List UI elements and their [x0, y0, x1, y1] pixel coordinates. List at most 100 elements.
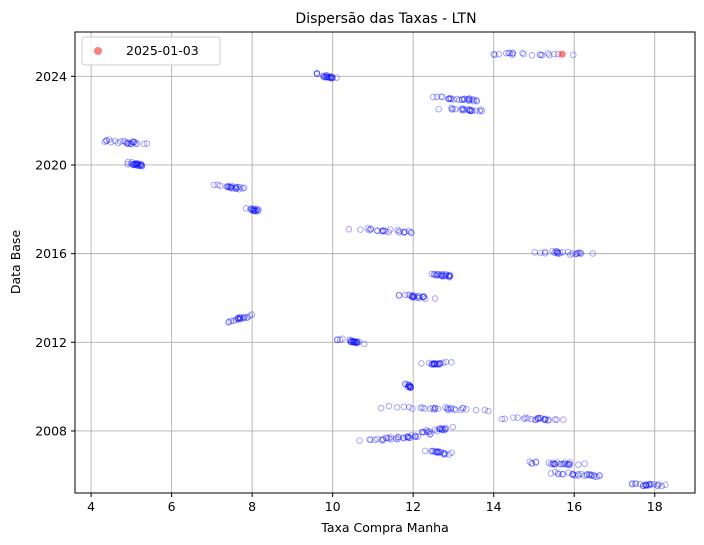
data-point [544, 417, 552, 424]
data-point [658, 482, 665, 490]
data-point [540, 416, 548, 423]
data-point [444, 405, 451, 413]
data-point [355, 338, 363, 346]
data-point [366, 226, 373, 234]
data-point [414, 294, 421, 301]
data-point [248, 206, 255, 213]
data-point [356, 437, 363, 444]
data-point [140, 140, 148, 148]
data-point [643, 482, 651, 489]
data-point [243, 314, 250, 321]
data-point [226, 184, 233, 191]
data-point [114, 139, 122, 147]
data-point [251, 207, 259, 215]
data-point [395, 229, 402, 236]
data-point [382, 434, 390, 441]
data-point [382, 228, 389, 235]
data-point [463, 106, 471, 113]
data-point [127, 160, 135, 168]
data-point [210, 181, 218, 189]
data-point [400, 403, 408, 411]
data-point [346, 336, 354, 343]
data-point [396, 227, 404, 235]
x-axis-label: Taxa Compra Manha [320, 520, 448, 535]
data-point [544, 50, 552, 57]
data-point [395, 292, 403, 299]
data-point [541, 415, 548, 423]
grid [75, 32, 695, 493]
data-point [536, 414, 543, 422]
data-point [555, 470, 562, 478]
data-point [456, 96, 463, 104]
data-point [313, 70, 321, 78]
data-point [528, 460, 536, 467]
data-point [576, 249, 584, 257]
data-point [554, 249, 561, 256]
data-point [132, 140, 139, 147]
data-point [431, 270, 438, 278]
data-point [254, 207, 262, 215]
data-point [472, 107, 480, 114]
data-point [129, 138, 136, 145]
y-tick-label: 2012 [35, 335, 67, 350]
data-point [662, 481, 669, 489]
data-point [426, 431, 433, 438]
data-point [459, 106, 467, 113]
data-point [547, 460, 555, 468]
x-tick-label: 12 [405, 499, 421, 514]
data-point [476, 108, 483, 115]
data-point [250, 207, 258, 214]
data-point [449, 105, 456, 113]
data-point [628, 480, 636, 487]
data-point [436, 425, 444, 432]
data-point [445, 95, 453, 102]
data-point [324, 73, 331, 81]
data-point [650, 480, 658, 488]
data-point [322, 72, 330, 79]
data-point [491, 51, 498, 59]
data-point [551, 468, 559, 476]
data-point [345, 226, 353, 233]
data-point [565, 460, 572, 468]
data-point [520, 50, 527, 58]
data-point [402, 381, 409, 388]
data-point [407, 384, 414, 391]
data-point [394, 433, 402, 441]
highlight-point [558, 50, 566, 58]
chart-title: Dispersão das Taxas - LTN [295, 11, 476, 27]
data-point [442, 358, 450, 366]
data-point [448, 106, 456, 113]
data-point [361, 340, 368, 348]
data-point [642, 482, 649, 489]
data-point [446, 272, 454, 280]
data-point [586, 471, 593, 479]
data-point [458, 96, 466, 104]
y-axis-label: Data Base [8, 230, 23, 295]
data-point [542, 416, 549, 424]
y-tick-label: 2016 [35, 246, 67, 261]
data-point [595, 472, 603, 479]
data-point [373, 435, 381, 443]
data-point [406, 434, 413, 442]
data-point [481, 406, 489, 414]
data-point [434, 271, 442, 278]
data-point [249, 205, 257, 213]
data-point [429, 404, 437, 412]
data-point [394, 226, 401, 234]
data-point [132, 160, 139, 167]
data-point [438, 426, 446, 434]
data-point [411, 293, 418, 301]
data-point [565, 469, 572, 476]
data-point [534, 414, 542, 422]
data-point [464, 95, 471, 103]
data-point [395, 292, 403, 299]
data-point [407, 292, 414, 299]
data-point [131, 160, 138, 168]
data-point [407, 383, 414, 391]
data-point [573, 250, 580, 258]
data-point [411, 433, 419, 440]
data-point [137, 162, 144, 169]
data-point [466, 106, 473, 113]
data-point [642, 481, 649, 489]
data-point [438, 272, 445, 280]
